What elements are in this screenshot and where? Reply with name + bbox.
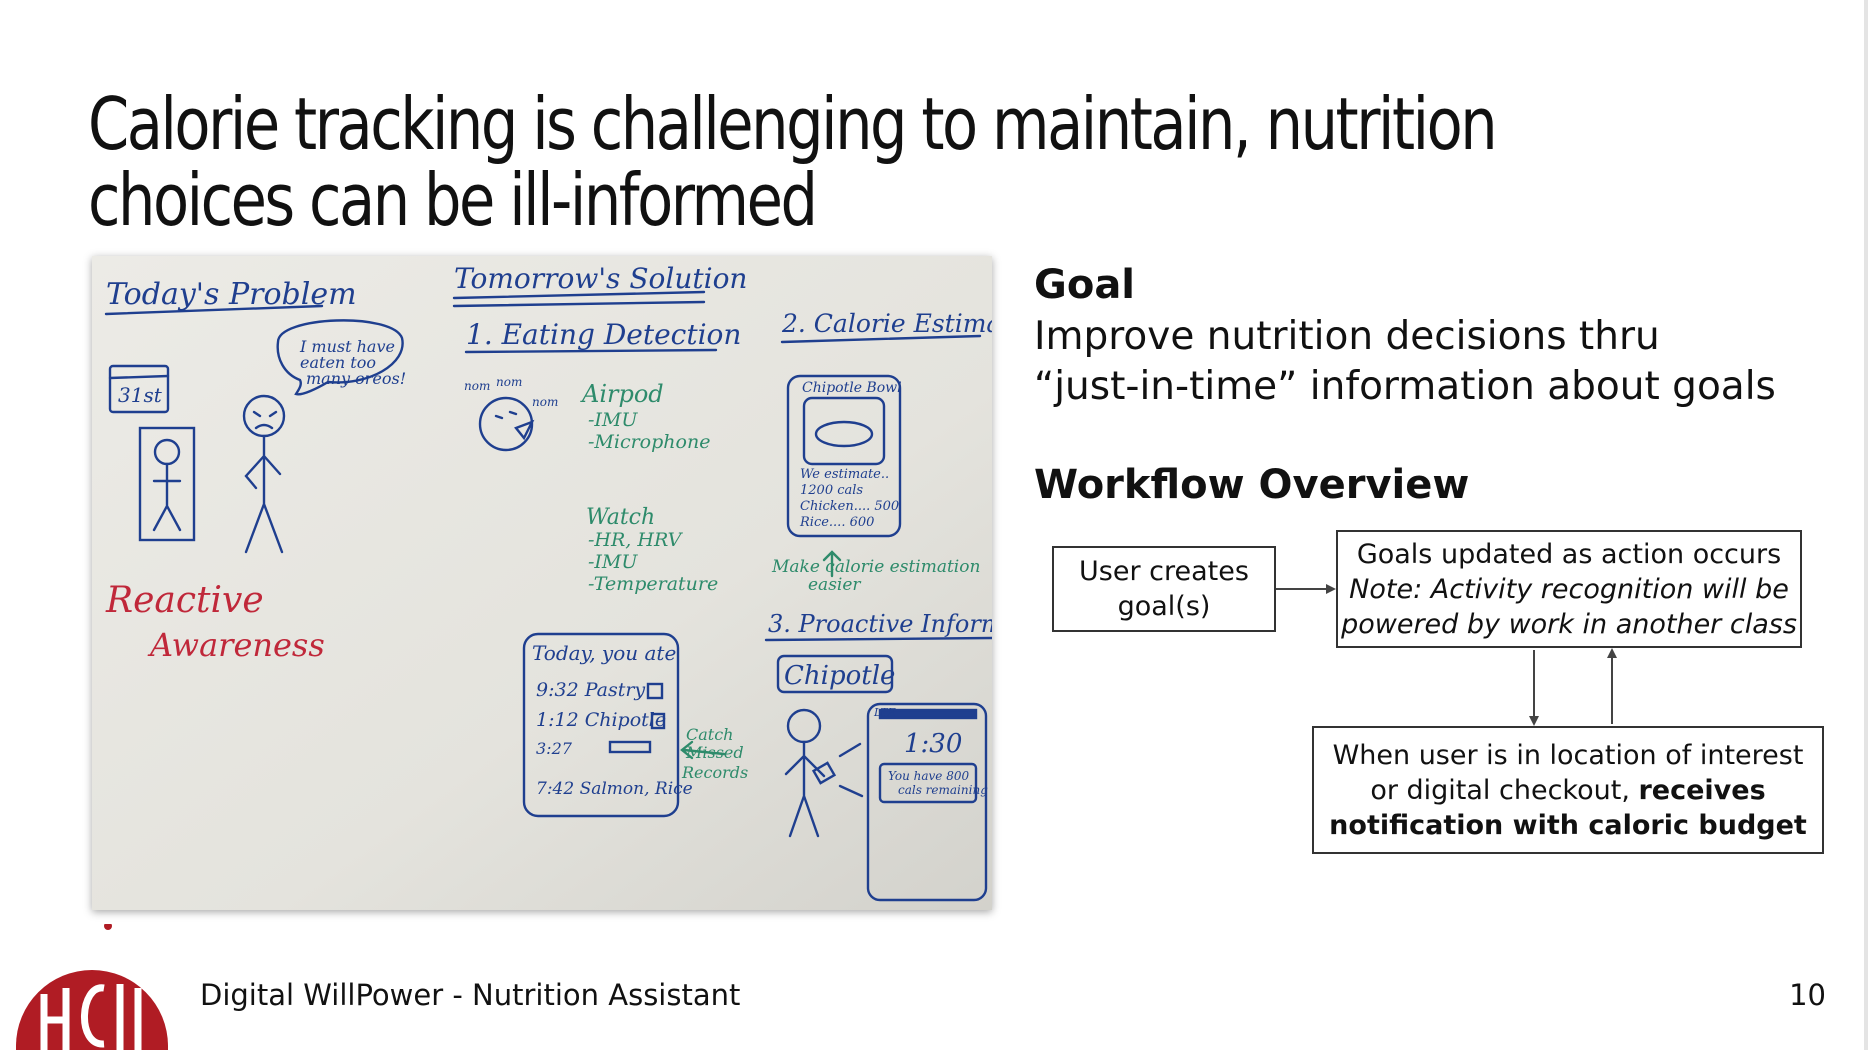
goal-line-1: Improve nutrition decisions thru [1034,314,1660,359]
eating-detection-label: 1. Eating Detection [466,318,741,351]
estimate-line-2: 1200 cals [800,483,863,498]
goal-line-2: “just-in-time” information about goals [1034,364,1776,409]
box-a-line-1: User creates [1079,556,1249,587]
footer-text: Digital WillPower - Nutrition Assistant [200,978,741,1012]
box-a-line-2: goal(s) [1117,591,1211,622]
watch-imu: -IMU [588,551,638,573]
log-line-3: 1:12 Chipotle [536,709,666,731]
calorie-estimation-label: 2. Calorie Estimation [781,309,992,338]
phone-notice-2: cals remaining [898,783,988,797]
catch-missed-3: Records [681,763,748,782]
log-line-4: 3:27 [536,739,573,758]
workflow-heading: Workflow Overview [1034,462,1470,508]
watch-title: Watch [586,505,655,530]
log-line-5: 7:42 Salmon, Rice [536,779,693,799]
make-easier-2: easier [808,575,861,595]
solution-heading: Tomorrow's Solution [454,262,747,295]
chipotle-sign: Chipotle [784,661,895,691]
box-c-line-3: notification with caloric budget [1329,809,1807,841]
box-c-line-1: When user is in location of interest [1332,739,1804,771]
catch-missed-2: Missed [685,743,744,762]
airpod-mic: -Microphone [588,431,710,453]
reactive-line-1: Reactive [105,580,264,621]
page-number: 10 [1789,978,1826,1012]
nom-label: nom [464,379,490,393]
workflow-step-notification: When user is in location of interest or … [1312,726,1824,854]
airpod-imu: -IMU [588,409,638,431]
slide-right-edge [1864,0,1868,1050]
goal-text: Improve nutrition decisions thru “just-i… [1034,312,1814,412]
reactive-line-2: Awareness [147,626,325,664]
box-c-line-2-plain: or digital checkout, [1370,774,1639,806]
phone-bowl-label: Chipotle Bowl [802,380,902,396]
airpod-title: Airpod [580,380,664,408]
box-b-line-1: Goals updated as action occurs [1356,538,1782,570]
log-line-2: 9:32 Pastry [536,679,645,701]
phone-notice-1: You have 800 [888,769,969,783]
catch-missed-1: Catch [686,725,733,744]
workflow-step-create-goals: User creates goal(s) [1052,546,1276,632]
phone-lte: LTE [873,706,896,719]
box-c-line-2: or digital checkout, receives [1370,773,1765,808]
box-b-note-1: Note: Activity recognition will be [1349,573,1789,605]
watch-temp: -Temperature [588,573,718,595]
thought-line-2: eaten too [300,353,376,372]
nom-label-2: nom [496,375,522,389]
phone-time: 1:30 [904,729,962,759]
calendar-date: 31st [118,383,163,407]
log-line-1: Today, you ate [532,641,676,665]
estimate-line-1: We estimate.. [800,467,889,482]
proactive-label: 3. Proactive Information [768,610,992,638]
thought-line-3: many oreos! [306,369,406,388]
goal-heading: Goal [1034,262,1136,308]
workflow-step-goals-updated: Goals updated as action occurs Note: Act… [1336,530,1802,648]
box-b-note-2: powered by work in another class [1341,608,1797,640]
watch-hr: -HR, HRV [588,529,684,551]
estimate-line-3: Chicken.... 500 [800,499,899,514]
hcii-logo [16,924,168,1050]
box-c-line-2-bold: receives [1638,774,1766,806]
whiteboard-image: Today's Problem Tomorrow's Solution 1. E… [92,256,992,910]
make-easier-1: Make calorie estimation [771,557,980,577]
whiteboard-sketch: Today's Problem Tomorrow's Solution 1. E… [92,256,992,910]
slide-title: Calorie tracking is challenging to maint… [88,82,1498,242]
thought-line-1: I must have [299,337,395,356]
nom-label-3: nom [532,395,558,409]
estimate-line-4: Rice.... 600 [799,515,874,530]
problem-heading: Today's Problem [106,277,357,312]
